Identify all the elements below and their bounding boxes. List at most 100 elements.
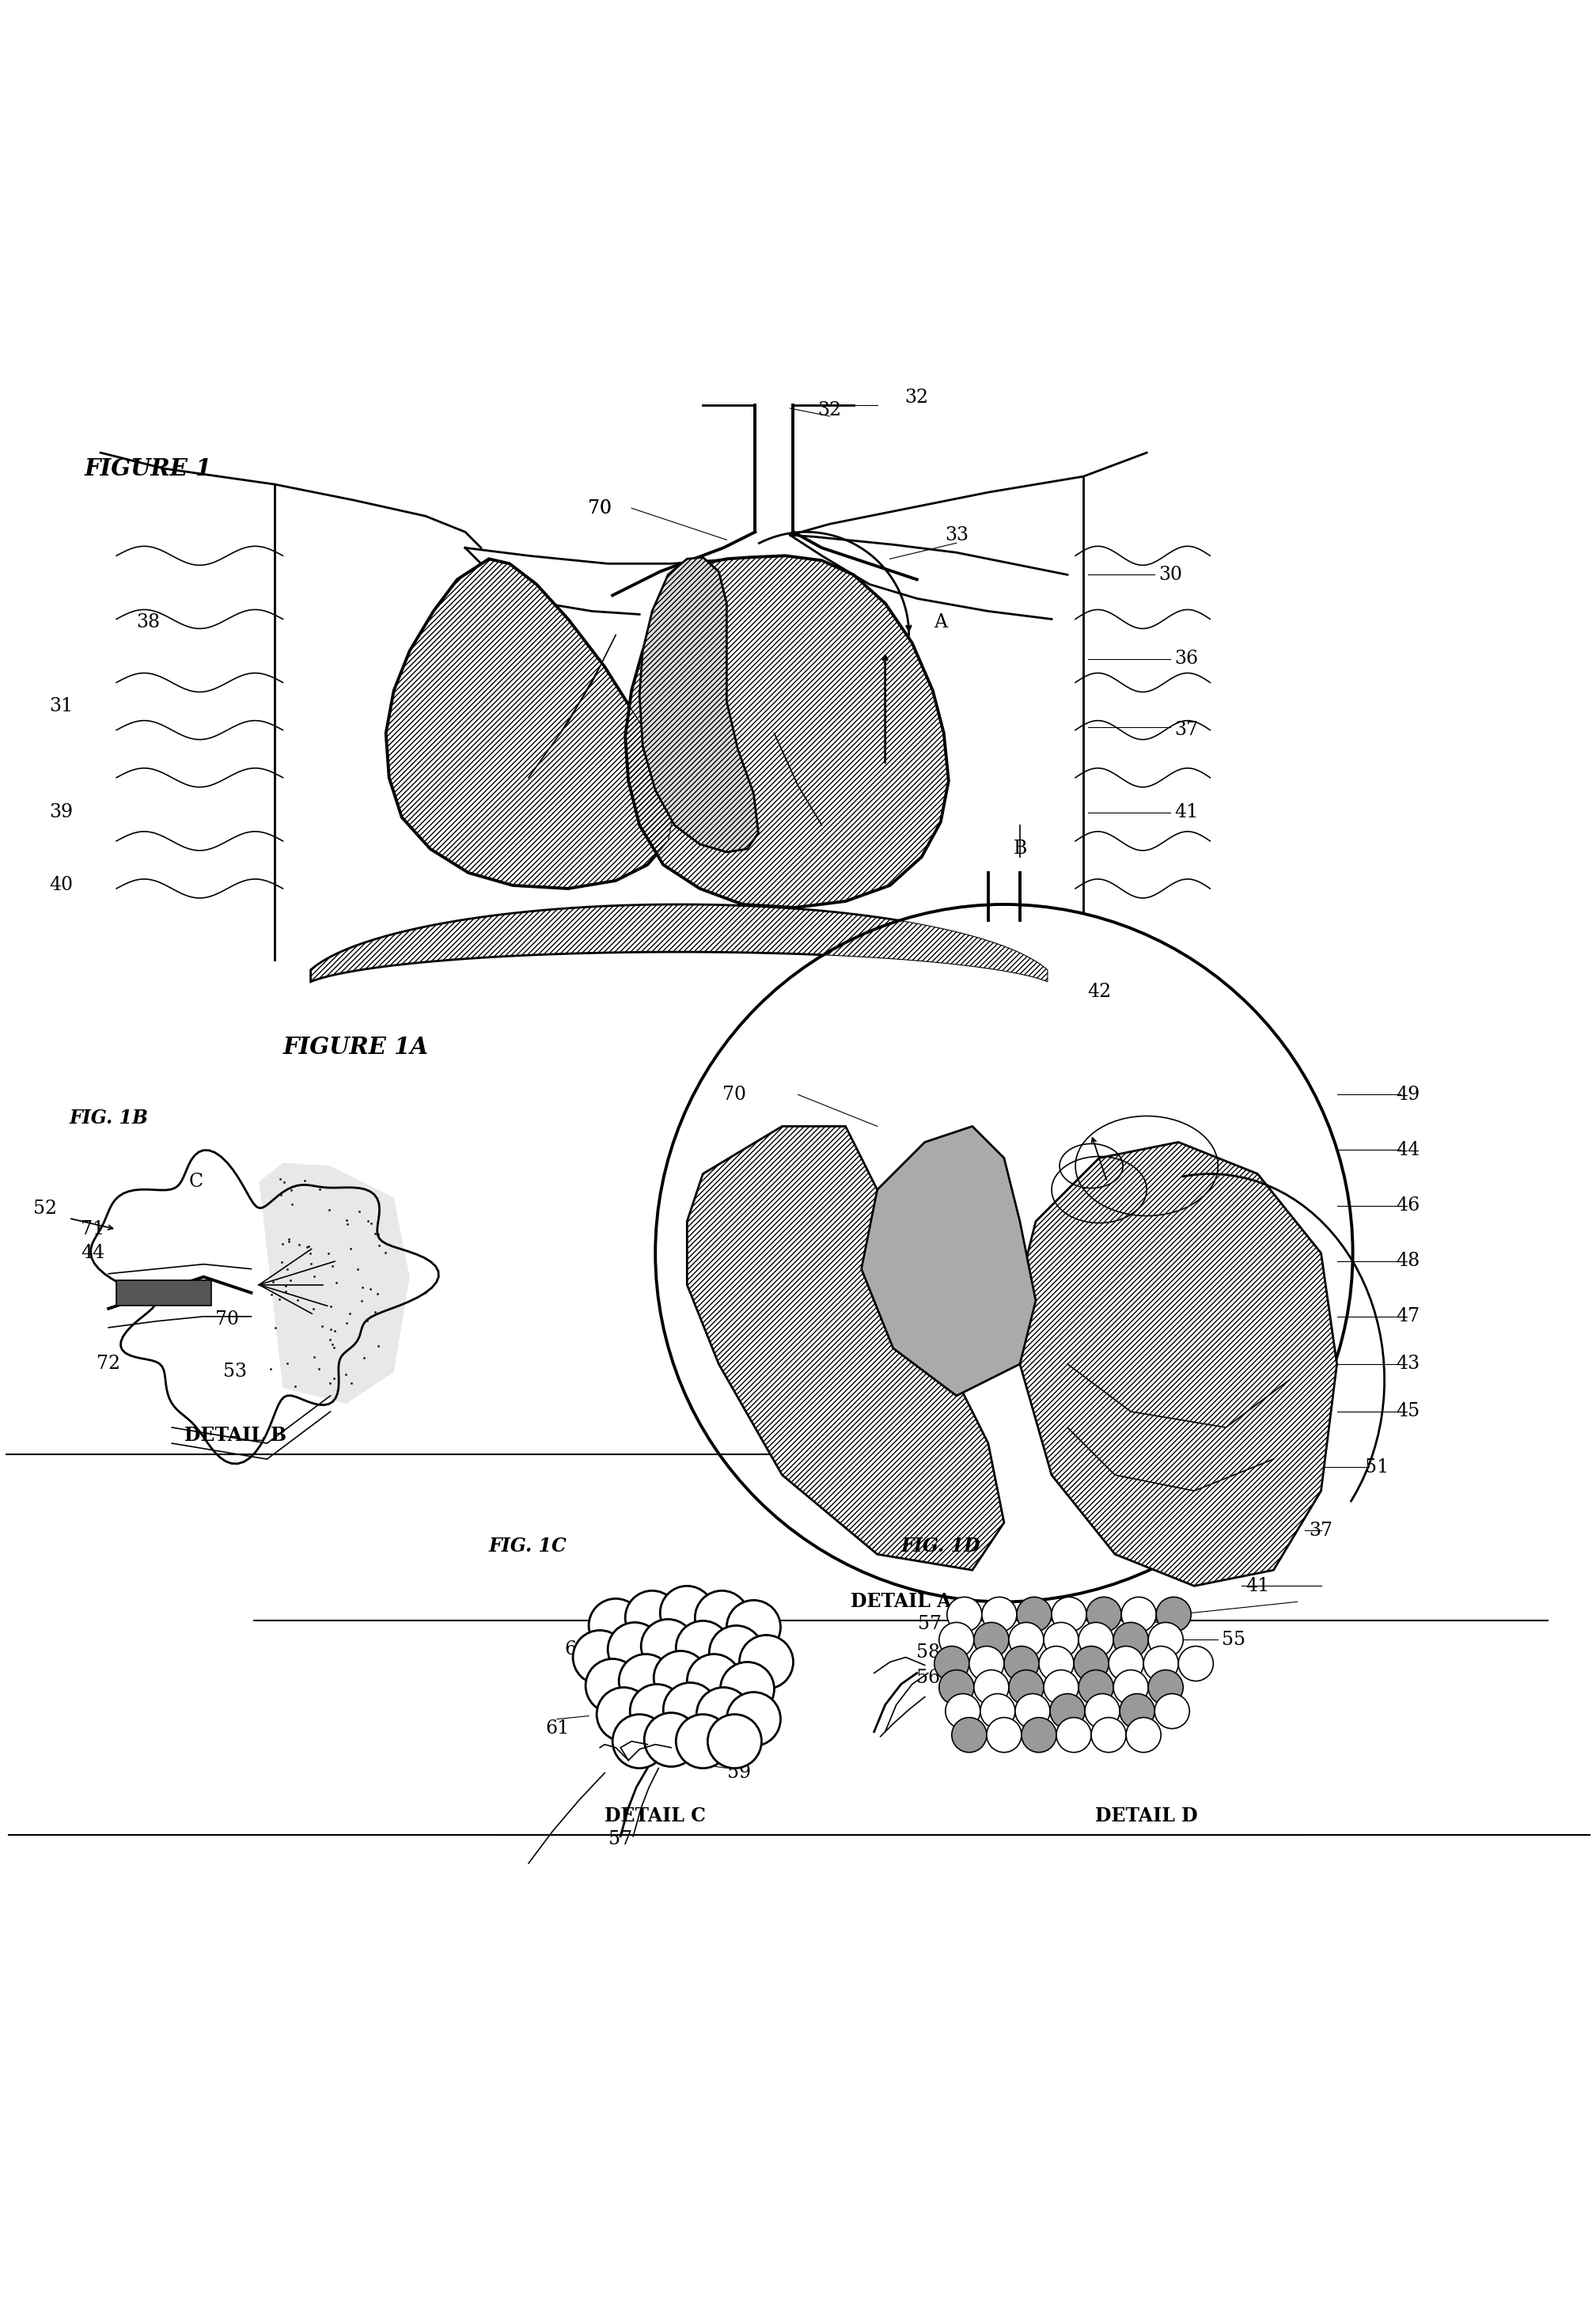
Circle shape — [686, 1654, 741, 1707]
Circle shape — [1057, 1718, 1092, 1753]
Text: 57: 57 — [608, 1830, 632, 1848]
Circle shape — [656, 906, 1353, 1603]
Circle shape — [694, 1591, 749, 1644]
Text: 70: 70 — [587, 498, 611, 516]
Circle shape — [1039, 1647, 1074, 1681]
Circle shape — [626, 1591, 680, 1644]
Circle shape — [696, 1688, 750, 1742]
Circle shape — [1122, 1598, 1156, 1633]
Text: 47: 47 — [1396, 1309, 1420, 1325]
Circle shape — [1120, 1693, 1154, 1728]
Text: 44: 44 — [81, 1244, 105, 1262]
Text: 32: 32 — [905, 389, 929, 405]
Polygon shape — [862, 1126, 1036, 1397]
Text: 37: 37 — [1309, 1522, 1333, 1540]
Text: 38: 38 — [136, 614, 160, 632]
Text: DETAIL C: DETAIL C — [605, 1806, 705, 1825]
Text: 71: 71 — [350, 1239, 373, 1258]
Text: DETAIL B: DETAIL B — [184, 1427, 286, 1445]
Circle shape — [720, 1663, 774, 1716]
Circle shape — [1017, 1598, 1052, 1633]
Circle shape — [619, 1654, 674, 1707]
Circle shape — [573, 1630, 627, 1684]
Circle shape — [677, 1714, 729, 1767]
Text: FIGURE 1A: FIGURE 1A — [282, 1035, 428, 1058]
Circle shape — [1021, 1718, 1057, 1753]
Text: 36: 36 — [1151, 1610, 1175, 1626]
Text: 70: 70 — [723, 1086, 747, 1105]
Text: FIGURE 1: FIGURE 1 — [85, 456, 212, 479]
Circle shape — [726, 1600, 780, 1654]
Text: FIG. 1C: FIG. 1C — [488, 1538, 567, 1556]
Circle shape — [1009, 1670, 1044, 1705]
Circle shape — [1079, 1624, 1114, 1658]
Text: 53: 53 — [223, 1362, 247, 1380]
Text: 57: 57 — [918, 1614, 942, 1633]
Circle shape — [982, 1598, 1017, 1633]
Circle shape — [613, 1714, 667, 1767]
Text: 60: 60 — [563, 1640, 587, 1658]
Circle shape — [938, 1624, 974, 1658]
Text: 70: 70 — [215, 1311, 239, 1329]
Circle shape — [1178, 1647, 1213, 1681]
Text: 51: 51 — [1365, 1459, 1389, 1475]
Circle shape — [1148, 1624, 1183, 1658]
Text: 54: 54 — [381, 1292, 405, 1311]
Text: 41: 41 — [1175, 804, 1199, 822]
Circle shape — [934, 1647, 969, 1681]
Circle shape — [1079, 1670, 1114, 1705]
Circle shape — [1154, 1693, 1189, 1728]
Polygon shape — [1020, 1142, 1337, 1586]
Text: 56: 56 — [916, 1670, 940, 1686]
Text: 36: 36 — [1175, 648, 1199, 667]
Circle shape — [677, 1621, 729, 1674]
Circle shape — [946, 1598, 982, 1633]
Text: 52: 52 — [34, 1200, 57, 1218]
Text: 45: 45 — [1396, 1403, 1420, 1420]
Polygon shape — [686, 1126, 1004, 1570]
Polygon shape — [117, 1281, 212, 1306]
Text: B: B — [1013, 841, 1026, 857]
Text: 43: 43 — [1396, 1355, 1420, 1373]
Circle shape — [608, 1624, 662, 1677]
Circle shape — [951, 1718, 986, 1753]
Text: DETAIL A: DETAIL A — [851, 1593, 951, 1612]
Text: 30: 30 — [1159, 565, 1183, 584]
Polygon shape — [259, 1163, 410, 1403]
Polygon shape — [311, 906, 1047, 982]
Circle shape — [589, 1598, 643, 1654]
Circle shape — [986, 1718, 1021, 1753]
Text: 39: 39 — [49, 804, 73, 822]
Text: 41: 41 — [1246, 1577, 1270, 1596]
Circle shape — [1044, 1624, 1079, 1658]
Circle shape — [1148, 1670, 1183, 1705]
Text: 54: 54 — [381, 1267, 405, 1285]
Circle shape — [969, 1647, 1004, 1681]
Text: C: C — [188, 1172, 203, 1190]
Text: 32: 32 — [817, 401, 841, 419]
Circle shape — [707, 1714, 761, 1767]
Text: 46: 46 — [1396, 1197, 1420, 1214]
Text: FIG. 1D: FIG. 1D — [902, 1538, 980, 1556]
Circle shape — [726, 1693, 780, 1746]
Circle shape — [709, 1626, 763, 1679]
Circle shape — [661, 1586, 713, 1640]
Text: 42: 42 — [1087, 982, 1111, 1001]
Text: 37: 37 — [1175, 720, 1199, 739]
Circle shape — [1015, 1693, 1050, 1728]
Circle shape — [1114, 1624, 1148, 1658]
Text: A: A — [934, 614, 948, 632]
Circle shape — [1114, 1670, 1148, 1705]
Circle shape — [586, 1658, 640, 1714]
Text: 49: 49 — [1396, 1086, 1420, 1105]
Text: FIG. 1B: FIG. 1B — [69, 1109, 148, 1128]
Circle shape — [664, 1684, 717, 1737]
Circle shape — [1044, 1670, 1079, 1705]
Circle shape — [1087, 1598, 1122, 1633]
Circle shape — [1092, 1718, 1127, 1753]
Polygon shape — [640, 558, 758, 852]
Text: 70: 70 — [587, 498, 611, 516]
Circle shape — [1143, 1647, 1178, 1681]
Text: 58: 58 — [916, 1644, 940, 1661]
Circle shape — [945, 1693, 980, 1728]
